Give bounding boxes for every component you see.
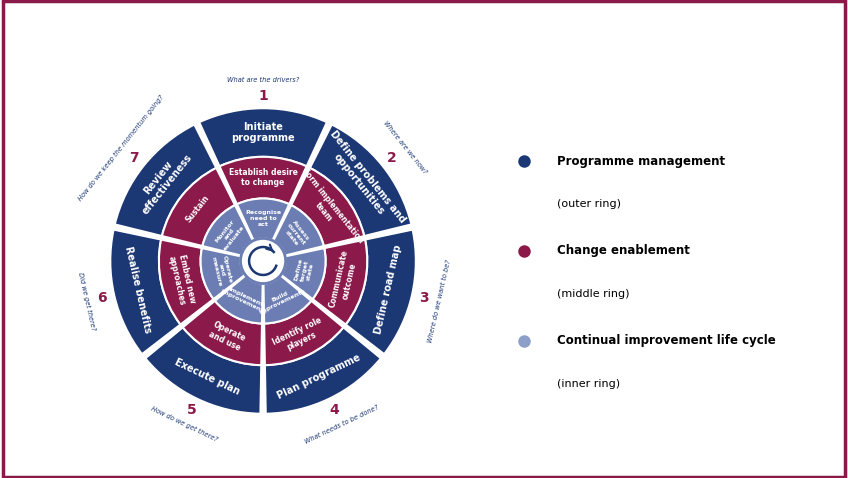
Text: 5: 5 xyxy=(187,402,197,417)
Text: 4: 4 xyxy=(330,402,339,417)
Wedge shape xyxy=(114,125,216,236)
Text: Recognise
need to
act: Recognise need to act xyxy=(245,210,282,227)
Text: Monitor
and
evaluate: Monitor and evaluate xyxy=(214,217,246,251)
Text: Form implementation
team: Form implementation team xyxy=(292,166,365,251)
Text: Where do we want to be?: Where do we want to be? xyxy=(427,260,452,343)
Text: What needs to be done?: What needs to be done? xyxy=(304,404,380,445)
Text: (middle ring): (middle ring) xyxy=(557,289,630,299)
Wedge shape xyxy=(310,125,411,236)
Wedge shape xyxy=(346,229,416,354)
Text: What are the drivers?: What are the drivers? xyxy=(227,76,299,83)
Wedge shape xyxy=(215,275,263,324)
Wedge shape xyxy=(220,157,307,204)
Text: Implement
improvements: Implement improvements xyxy=(220,283,270,315)
Wedge shape xyxy=(183,301,262,365)
Text: 7: 7 xyxy=(130,151,139,165)
Wedge shape xyxy=(201,248,245,299)
Wedge shape xyxy=(237,198,289,240)
Text: Figure 17—The Seven Phases of the Implementation Life Cycle: Figure 17—The Seven Phases of the Implem… xyxy=(178,15,670,29)
Text: Execute plan: Execute plan xyxy=(173,357,242,397)
Text: Operate
and use: Operate and use xyxy=(207,320,247,352)
Text: 2: 2 xyxy=(388,151,397,165)
Wedge shape xyxy=(159,239,214,325)
Wedge shape xyxy=(281,248,326,299)
Wedge shape xyxy=(145,327,261,414)
Text: How do we get there?: How do we get there? xyxy=(150,406,219,443)
Text: Assess
current
state: Assess current state xyxy=(282,219,311,250)
Text: 6: 6 xyxy=(98,291,107,304)
Wedge shape xyxy=(110,229,181,354)
Wedge shape xyxy=(265,301,343,365)
Wedge shape xyxy=(162,168,235,246)
Text: Realise benefits: Realise benefits xyxy=(123,245,153,334)
Text: Build
improvements: Build improvements xyxy=(256,283,307,315)
Wedge shape xyxy=(273,205,324,256)
Text: Change enablement: Change enablement xyxy=(557,244,690,258)
Text: Define
target
state: Define target state xyxy=(294,257,315,283)
Text: Continual improvement life cycle: Continual improvement life cycle xyxy=(557,334,776,347)
Text: Sustain: Sustain xyxy=(184,194,211,225)
Text: Initiate
programme: Initiate programme xyxy=(232,122,295,143)
Wedge shape xyxy=(199,108,327,166)
Wedge shape xyxy=(203,205,253,256)
Circle shape xyxy=(241,239,286,283)
Text: Programme management: Programme management xyxy=(557,155,726,168)
Text: How do we keep the momentum going?: How do we keep the momentum going? xyxy=(77,94,165,202)
Text: Operate
and
measure: Operate and measure xyxy=(210,254,233,287)
Text: Establish desire
to change: Establish desire to change xyxy=(229,168,298,187)
Text: (outer ring): (outer ring) xyxy=(557,199,622,209)
Text: Did we get there?: Did we get there? xyxy=(76,272,96,331)
Wedge shape xyxy=(265,327,381,414)
Text: Communicate
outcome: Communicate outcome xyxy=(328,249,360,311)
Wedge shape xyxy=(291,168,364,246)
Wedge shape xyxy=(264,275,311,324)
Text: Identify role
players: Identify role players xyxy=(271,316,327,357)
Text: Embed new
approaches: Embed new approaches xyxy=(167,253,197,306)
Text: Define problems and
opportunities: Define problems and opportunities xyxy=(319,129,408,232)
Text: 3: 3 xyxy=(419,291,429,304)
Text: Review
effectiveness: Review effectiveness xyxy=(131,145,194,217)
Text: (inner ring): (inner ring) xyxy=(557,379,621,389)
Text: 1: 1 xyxy=(258,89,268,103)
Text: Where are we now?: Where are we now? xyxy=(382,120,427,175)
Text: Define road map: Define road map xyxy=(373,244,404,335)
Wedge shape xyxy=(313,239,367,325)
Text: Plan programme: Plan programme xyxy=(276,352,362,401)
